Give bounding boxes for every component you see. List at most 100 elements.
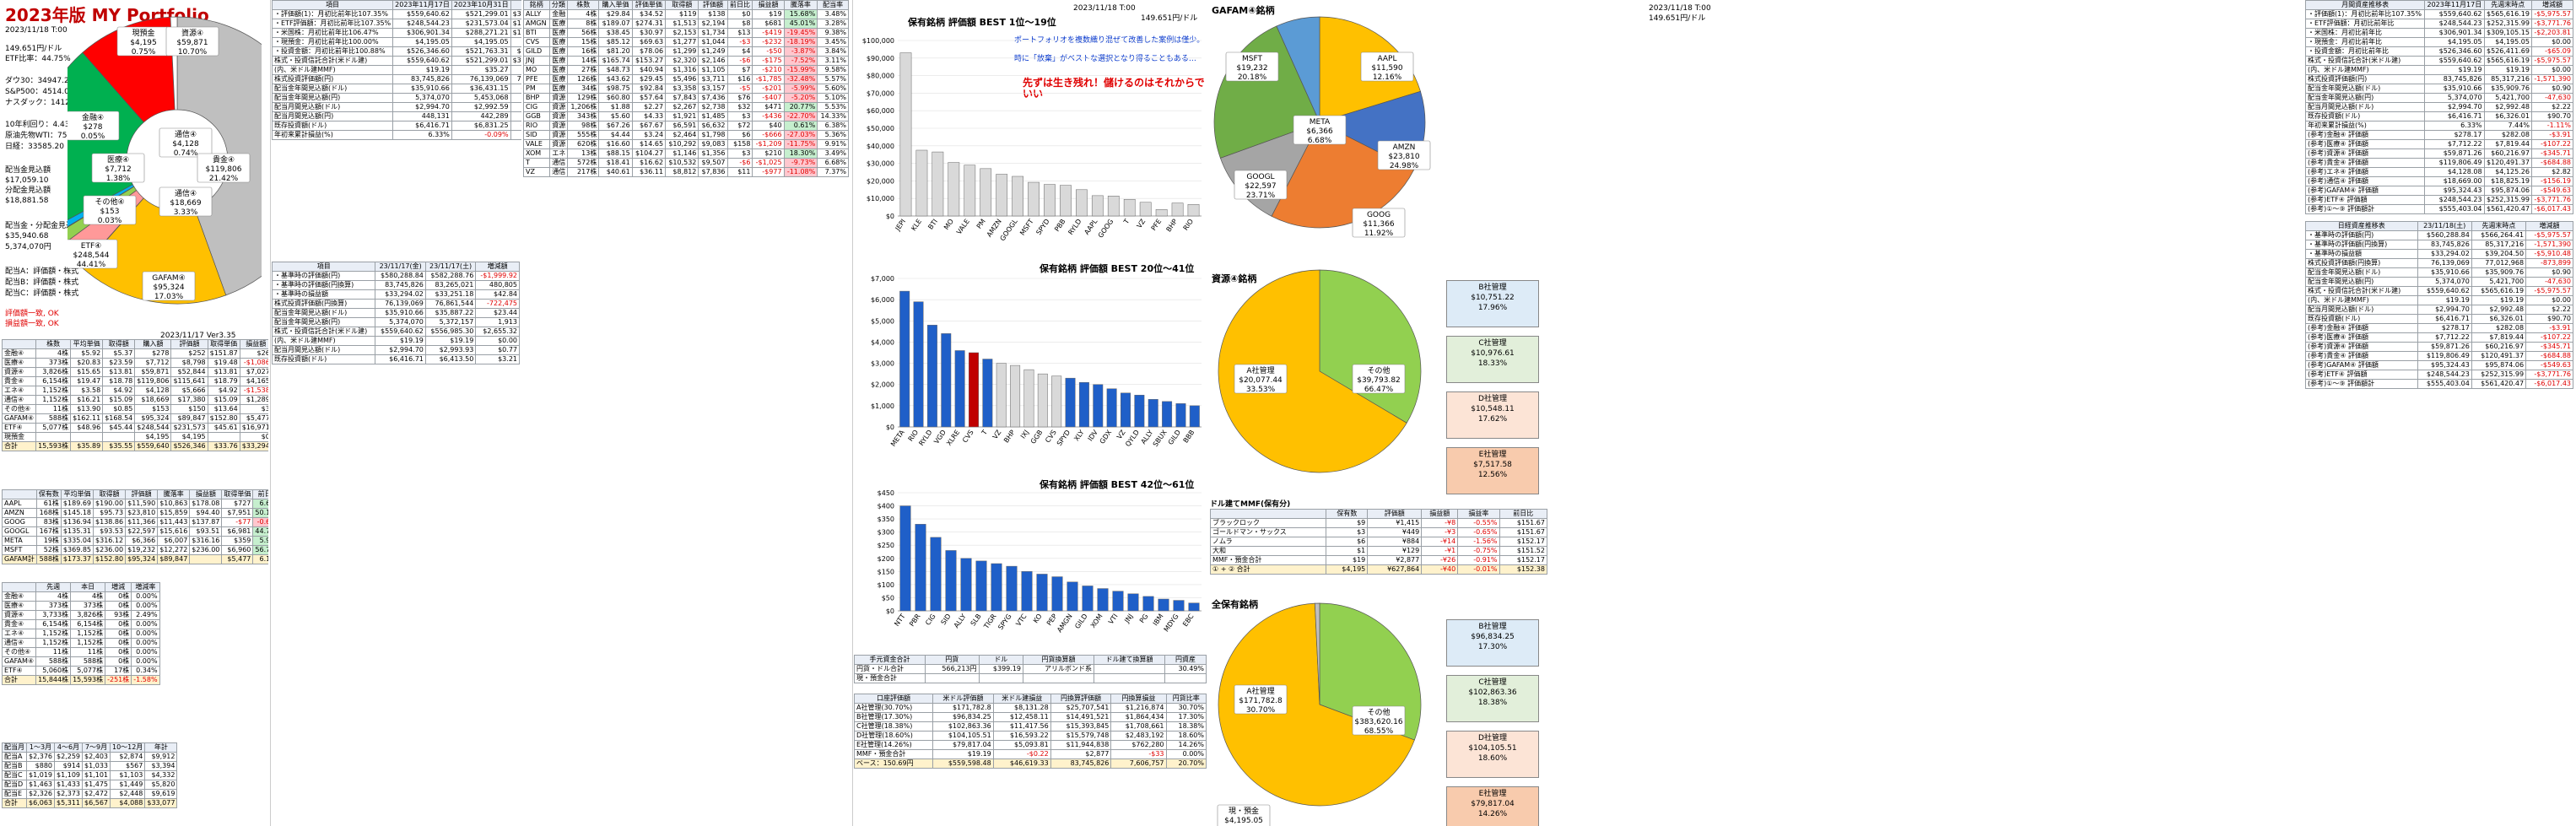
callout-box (165, 26, 219, 57)
table-cell: $0 (239, 432, 268, 442)
table-cell: $16 (726, 74, 753, 84)
table-cell: $1,356 (698, 148, 728, 159)
table-cell: $2,376 (26, 752, 55, 762)
table-row: (参考)ETF④ 評価額 $248,544.23 $252,315.99 -$3,77… (2305, 195, 2574, 205)
table-cell: エネ④ (1, 386, 37, 396)
table-cell: $78.06 (631, 46, 667, 57)
note-item: 配当A：評価額・株式 (5, 267, 79, 276)
table-cell: $526,411.69 (2483, 46, 2532, 57)
table-row: 金融④4株$5.92$5.37$278$252$151.87$2610.17%$… (1, 348, 268, 359)
table-cell: 3.48% (817, 9, 849, 19)
table-cell: 配当C (2, 770, 27, 780)
bar (1142, 596, 1154, 612)
table-cell: 既存投資額(ドル) (2305, 111, 2426, 121)
table-cell: $45.44 (102, 423, 136, 433)
table-cell: $3 (726, 111, 753, 121)
table-cell: AMGN (523, 19, 550, 29)
column-header: 日経資産推移表 (2305, 221, 2418, 231)
table-cell: $33,251.18 (424, 289, 477, 300)
table-cell: $4,165 (239, 376, 268, 386)
table-cell: $120,491.37 (2471, 351, 2527, 361)
table-cell: 医療 (548, 84, 569, 94)
bar-chart-3-title: 保有銘柄 評価額 BEST 42位〜61位 (1040, 479, 1195, 490)
table-cell: $89,847 (157, 554, 191, 564)
table-cell: -$3,771.76 (2530, 19, 2574, 29)
all-holdings-pie-chart: A社管理$171,782.830.70% その他$383,620.1668.55%… (1217, 602, 1422, 826)
table-cell: $2.27 (631, 102, 667, 112)
table-cell: $85.12 (598, 37, 633, 47)
table-cell: 現・預金合計 (854, 673, 926, 683)
table-row: その他④11株$13.90$0.85$153$150$13.64$32.44%$… (1, 404, 268, 414)
table-row: PFE 医療 126株 $43.62 $29.45 $5,496 $3,711 $16 -$1,… (523, 74, 849, 84)
bar (1158, 598, 1169, 612)
column-header: 配当月 (2, 742, 27, 753)
table-cell: $4.92 (207, 386, 240, 396)
table-cell: BTI (523, 28, 550, 38)
table-cell: -9.73% (783, 158, 818, 168)
table-cell: $57.64 (631, 93, 667, 103)
table-cell: 5.98% (252, 536, 268, 546)
table-cell: 配当金年間見込額(円) (272, 93, 394, 103)
table-cell: 83,745,826 (1050, 759, 1112, 769)
y-tick-label: $250 (878, 542, 894, 549)
table-cell: 9.38% (817, 28, 849, 38)
table-cell: $1,449 (109, 780, 146, 790)
column-header: 損益率 (1457, 509, 1500, 519)
table-cell: $252,315.99 (2483, 19, 2532, 29)
bar (1107, 196, 1120, 217)
table-cell: 0株 (105, 629, 132, 639)
mmf-table-wrap: ドル建てMMF(保有分) 保有数 評価額 損益額 損益率 前日比 ブラックロック $9 ¥1,… (1210, 498, 1548, 575)
table-row: B社管理(17.30%) $96,834.25 $12,458.11 $14,491,… (854, 712, 1207, 722)
table-cell: -1,571,390 (2530, 74, 2574, 84)
table-cell: $2,483,192 (1110, 731, 1167, 741)
table-cell: $38.45 (598, 28, 633, 38)
portfolio-pie-chart: 現預金$4,1950.75%資源④$59,87110.70%金融④$2780.0… (68, 16, 262, 305)
table-cell: 480,805 (475, 280, 520, 290)
table-cell: $16,971.19 (510, 19, 521, 29)
callout-value: 23.71% (1246, 192, 1276, 200)
table-cell: -$232 (752, 37, 785, 47)
y-tick-label: $40,000 (867, 143, 894, 150)
table-cell: 金融④ (1, 591, 37, 602)
table-row: GOOGL 167株 $135.31 $93.53 $22,597 $15,616 $93.… (2, 526, 268, 537)
table-cell: $2,326 (26, 789, 55, 799)
table-cell: $6,416.71 (392, 121, 452, 131)
table-cell: $2,448 (109, 789, 146, 799)
table-cell: $3 (726, 148, 753, 159)
table-cell: -47,630 (2530, 93, 2574, 103)
table-cell: ¥1,415 (1367, 518, 1423, 528)
table-cell: 貴金④ (1, 619, 37, 629)
table-cell: $13.81 (102, 367, 136, 377)
table-cell: $93.51 (189, 526, 223, 537)
summary-table-wrap: 手元資金合計 円貨 ドル 円貨換算額 ドル建て換算額 円資産 円貨・ドル合計 566,213円… (854, 655, 1207, 683)
table-cell: $19,232 (125, 545, 159, 555)
table-cell: $119,806.49 (2424, 158, 2485, 168)
table-cell: -0.09% (451, 130, 511, 140)
bar (1051, 375, 1062, 428)
gafam-date: 2023/11/18 T:00 (1649, 4, 1711, 13)
table-cell: $90.70 (2525, 314, 2573, 324)
table-cell: 医療 (548, 19, 569, 29)
table-row: 既存投資額(ドル) $6,416.71 $6,326.01 $90.70 (2305, 111, 2574, 121)
table-cell: 44.70% (252, 526, 268, 537)
y-tick-label: $90,000 (867, 55, 894, 62)
table-cell: ・基準時の損益額 (272, 289, 376, 300)
table-row: 医療④ 373株 $20.83 $23.59 $7,712 $8,798 $19.48 -$1… (1, 358, 268, 368)
callout-value: 10.70% (178, 48, 208, 57)
column-header: 取得額 (665, 0, 699, 10)
table-cell: $4,195 (134, 432, 172, 442)
column-header: 分類 (548, 0, 569, 10)
warn-valuation: 評価額一致, OK (5, 310, 59, 318)
table-cell: -$3,771.76 (2525, 370, 2573, 380)
table-cell: 3.28% (817, 19, 849, 29)
callout-box (68, 239, 118, 269)
callout-value: $39,793.82 (1357, 376, 1401, 385)
table-cell: $59,871.26 (2417, 342, 2472, 352)
table-cell: $7,027 (239, 367, 268, 377)
table-row: 配当月間見込額(ドル)$2,994.70$2,992.59$2.11 (272, 102, 521, 112)
table-row: (参考)金融④ 評価額 $278.17 $282.08 -$3.91 (2305, 130, 2574, 140)
table-row: ・ETF評価額：月初比前年比107.35% $248,544.23 $231,573… (272, 19, 521, 29)
column-header: 株数 (567, 0, 600, 10)
table-cell: 0.00% (131, 591, 160, 602)
table-cell: 1,152株 (35, 638, 72, 648)
